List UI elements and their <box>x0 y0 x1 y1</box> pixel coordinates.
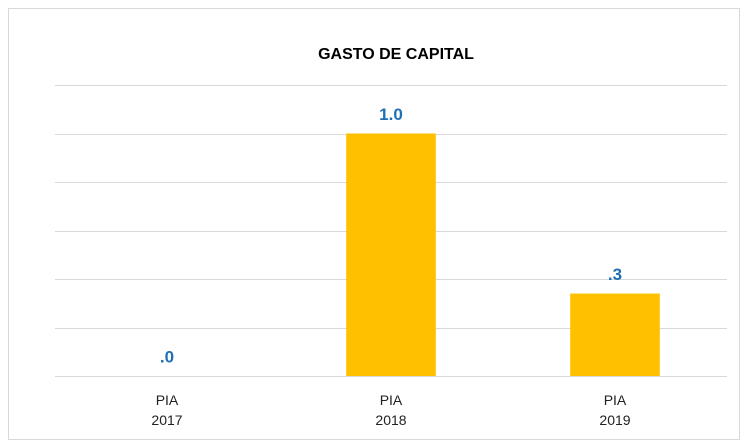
x-tick-label: PIA 2017 <box>151 392 183 428</box>
x-tick-label: PIA 2019 <box>599 392 631 428</box>
x-tick-label: PIA 2018 <box>375 392 407 428</box>
bar <box>346 133 436 376</box>
bar <box>570 293 660 376</box>
data-label: 1.0 <box>379 105 403 124</box>
chart-title: GASTO DE CAPITAL <box>318 46 474 63</box>
data-label: .0 <box>160 347 174 366</box>
data-label: .3 <box>608 265 622 284</box>
